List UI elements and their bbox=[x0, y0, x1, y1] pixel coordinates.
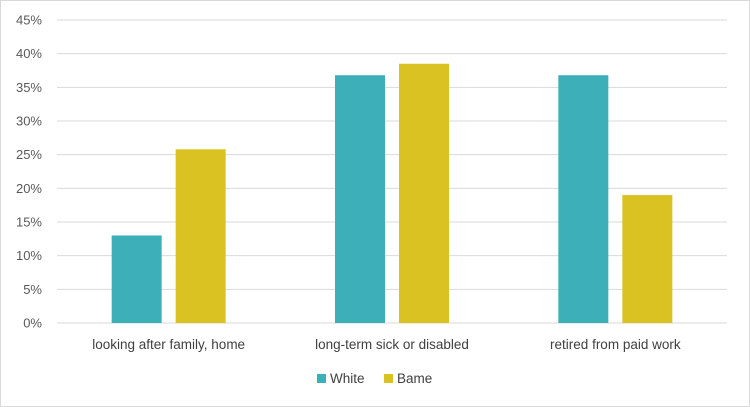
bar-white-1 bbox=[335, 75, 385, 323]
y-tick-label: 25% bbox=[16, 147, 42, 162]
y-tick-label: 40% bbox=[16, 46, 42, 61]
y-tick-label: 10% bbox=[16, 248, 42, 263]
y-tick-label: 20% bbox=[16, 181, 42, 196]
y-tick-label: 0% bbox=[23, 316, 42, 331]
y-tick-label: 5% bbox=[23, 282, 42, 297]
legend-label-white: White bbox=[330, 371, 365, 386]
bar-white-2 bbox=[558, 75, 609, 323]
legend-swatch-white bbox=[317, 374, 326, 383]
x-axis-category-labels: looking after family, home long-term sick… bbox=[92, 337, 681, 352]
category-label: retired from paid work bbox=[550, 337, 681, 352]
legend-label-bame: Bame bbox=[397, 371, 432, 386]
bars bbox=[111, 63, 673, 324]
y-axis-tick-labels: 0% 5% 10% 15% 20% 25% 30% 35% 40% 45% bbox=[16, 13, 42, 331]
bar-bame-2 bbox=[622, 195, 673, 323]
legend-swatch-bame bbox=[384, 374, 393, 383]
bar-white-0 bbox=[111, 235, 162, 323]
gridlines bbox=[57, 19, 727, 324]
bar-bame-0 bbox=[175, 149, 226, 323]
y-tick-label: 15% bbox=[16, 215, 42, 230]
legend: White Bame bbox=[317, 371, 432, 386]
y-tick-label: 30% bbox=[16, 114, 42, 129]
category-label: long-term sick or disabled bbox=[315, 337, 469, 352]
category-label: looking after family, home bbox=[92, 337, 245, 352]
y-tick-label: 35% bbox=[16, 80, 42, 95]
y-tick-label: 45% bbox=[16, 13, 42, 28]
bar-bame-1 bbox=[399, 63, 449, 324]
